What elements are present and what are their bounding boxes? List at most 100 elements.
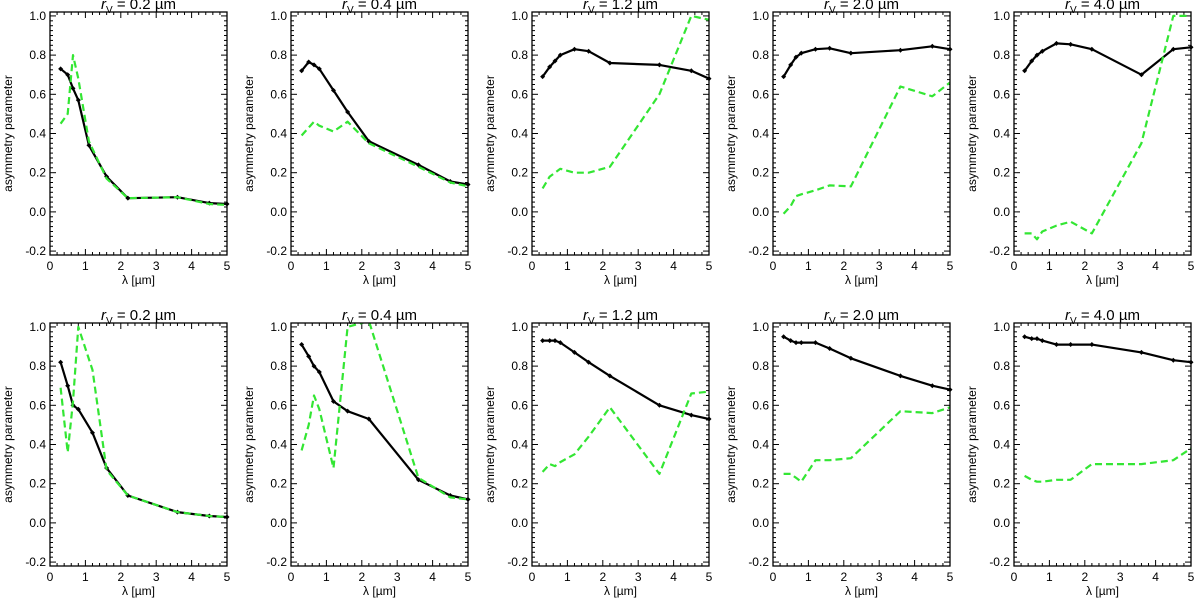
subplot-5: rV = 4.0 µm 0 1 2 3 4 5 -0.2 0.0 0.2 0.4 0.6 0.8 1.0 λ… — [965, 0, 1195, 287]
series-black-point — [75, 97, 81, 103]
x-tick-label: 5 — [1188, 259, 1195, 273]
y-tick-label: -0.2 — [748, 244, 769, 258]
series-black-point — [299, 68, 305, 74]
y-tick-label: 0.6 — [29, 87, 46, 101]
x-tick-label: 5 — [706, 570, 713, 584]
y-tick-label: -0.2 — [507, 555, 528, 569]
series-black-point — [793, 54, 799, 60]
x-tick-label: 2 — [117, 570, 124, 584]
title-sub: V — [347, 316, 354, 327]
x-tick-label: 3 — [876, 570, 883, 584]
y-tick-label: 0.2 — [511, 166, 528, 180]
y-tick-label: 0.6 — [511, 398, 528, 412]
x-tick-label: 1 — [805, 570, 812, 584]
title-sub: V — [106, 5, 113, 16]
series-black-point — [306, 353, 312, 359]
series-black-line — [1024, 335, 1191, 364]
y-tick-label: 0.4 — [29, 438, 46, 452]
y-tick-label: 0.8 — [270, 48, 287, 62]
y-tick-label: 0.2 — [29, 166, 46, 180]
title-rest: = 1.2 µm — [595, 307, 658, 324]
title-var: r — [1065, 307, 1071, 324]
series-black-point — [345, 408, 351, 414]
series-black-point — [415, 477, 421, 483]
x-axis-label: λ [µm] — [1086, 584, 1119, 598]
y-axis-label: asymmetry parameter — [242, 386, 256, 503]
series-black-point — [607, 60, 613, 66]
title-var: r — [101, 0, 107, 13]
x-tick-label: 5 — [224, 259, 231, 273]
series-black-line — [783, 335, 950, 391]
x-tick-label: 0 — [770, 259, 777, 273]
x-tick-label: 0 — [1011, 259, 1018, 273]
series-black-line — [59, 67, 227, 206]
series-black-point — [812, 340, 818, 346]
y-tick-label: 0.0 — [270, 516, 287, 530]
x-tick-label: 0 — [47, 570, 54, 584]
y-axis-label: asymmetry parameter — [965, 75, 979, 192]
series-black-point — [65, 383, 71, 389]
y-tick-label: 0.0 — [270, 205, 287, 219]
y-axis-label: asymmetry parameter — [965, 386, 979, 503]
series-black-point — [1089, 342, 1095, 348]
y-tick-label: 0.2 — [511, 477, 528, 491]
series-black-point — [552, 58, 558, 64]
subplot-6: rV = 0.2 µm 0 1 2 3 4 5 -0.2 0.0 0.2 0.4 0.6 0.8 1.0 λ… — [1, 307, 231, 598]
series-black-point — [557, 340, 563, 346]
series-black-point — [547, 338, 553, 344]
series-black-point — [812, 46, 818, 52]
subplot-title: rV = 0.4 µm — [342, 307, 417, 327]
series-green-line — [59, 325, 227, 519]
x-tick-label: 0 — [770, 570, 777, 584]
x-tick-label: 2 — [358, 259, 365, 273]
series-black-point — [547, 64, 553, 70]
y-tick-label: 0.2 — [993, 166, 1010, 180]
series-black-point — [316, 66, 322, 72]
series-black-point — [345, 109, 351, 115]
plot-frame — [772, 11, 951, 256]
x-tick-label: 4 — [911, 259, 918, 273]
y-axis-label: asymmetry parameter — [483, 75, 497, 192]
x-tick-label: 3 — [394, 259, 401, 273]
y-tick-label: -0.2 — [989, 555, 1010, 569]
y-tick-label: 0.6 — [752, 87, 769, 101]
y-tick-label: 0.2 — [29, 477, 46, 491]
series-black-point — [70, 85, 76, 91]
x-tick-label: 4 — [911, 570, 918, 584]
x-axis-label: λ [µm] — [363, 584, 396, 598]
series-black-point — [586, 48, 592, 54]
subplot-7: rV = 0.4 µm 0 1 2 3 4 5 -0.2 0.0 0.2 0.4 0.6 0.8 1.0 λ… — [242, 307, 472, 598]
series-green-line — [59, 53, 227, 207]
series-black-line — [782, 45, 950, 78]
x-tick-label: 5 — [224, 570, 231, 584]
x-tick-label: 4 — [670, 259, 677, 273]
series-black-point — [788, 338, 794, 344]
y-tick-label: 0.6 — [752, 398, 769, 412]
series-black-point — [1053, 40, 1059, 46]
y-tick-label: 0.0 — [511, 205, 528, 219]
y-tick-label: 0.0 — [752, 516, 769, 530]
series-black-point — [75, 406, 81, 412]
series-green-line — [541, 390, 709, 475]
x-tick-label: 2 — [599, 259, 606, 273]
series-black-point — [540, 74, 546, 80]
title-sub: V — [347, 5, 354, 16]
title-var: r — [1065, 0, 1071, 13]
series-black-point — [1022, 334, 1028, 340]
y-tick-label: 1.0 — [29, 9, 46, 23]
x-tick-label: 2 — [840, 570, 847, 584]
title-rest: = 0.4 µm — [354, 0, 417, 13]
x-tick-label: 1 — [82, 570, 89, 584]
series-black-point — [299, 342, 305, 348]
x-tick-label: 2 — [117, 259, 124, 273]
subplot-2: rV = 0.4 µm 0 1 2 3 4 5 -0.2 0.0 0.2 0.4 0.6 0.8 1.0 λ… — [242, 0, 472, 287]
series-black-point — [1089, 46, 1095, 52]
plot-frame — [531, 322, 710, 567]
series-black-point — [89, 430, 95, 436]
x-tick-label: 3 — [1117, 570, 1124, 584]
title-var: r — [101, 307, 107, 324]
x-tick-label: 3 — [635, 259, 642, 273]
series-black-point — [1068, 342, 1074, 348]
series-black-point — [58, 66, 64, 72]
subplot-title: rV = 4.0 µm — [1065, 307, 1140, 327]
